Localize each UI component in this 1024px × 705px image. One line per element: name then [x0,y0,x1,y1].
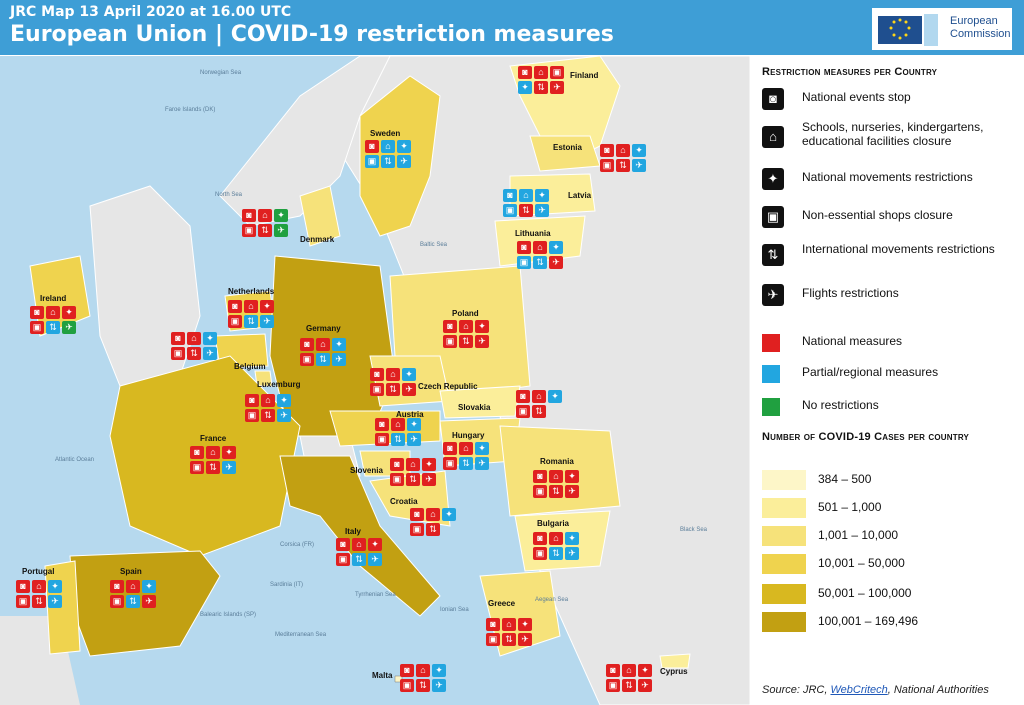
shop-closure-icon: ▣ [762,206,784,228]
school-closure-icon: ⌂ [762,126,784,148]
walking-person-icon: ✦ [518,81,532,94]
sea-label: Norwegian Sea [200,70,242,76]
cases-swatch [762,584,806,604]
cases-swatch [762,554,806,574]
country-label: Estonia [553,143,582,152]
airplane-icon: ✈ [397,155,411,168]
country-label: Lithuania [515,229,551,238]
country-label: Luxemburg [257,380,301,389]
source-note: Source: JRC, WebCritech, National Author… [762,684,989,696]
sea-label: Balearic Islands (SP) [200,612,256,618]
country-label: Malta [372,671,393,680]
school-closure-icon: ⌂ [381,140,395,153]
country-label: Ireland [40,294,66,303]
country-label: Czech Republic [418,382,478,391]
eu-flag-icon [878,14,938,46]
walking-person-icon: ✦ [762,168,784,190]
airplane-icon: ✈ [762,284,784,306]
sea-label: Baltic Sea [420,242,448,248]
international-arrows-icon: ⇅ [762,244,784,266]
country-label: Croatia [390,497,418,506]
sea-label: Atlantic Ocean [55,457,94,463]
country-label: Slovakia [458,403,491,412]
school-closure-icon: ⌂ [534,66,548,79]
sea-label: Mediterranean Sea [275,632,327,638]
webcritech-link[interactable]: WebCritech [830,684,888,696]
european-commission-logo: European Commission [872,8,1012,50]
sea-label: Faroe Islands (DK) [165,107,215,113]
country-czech [369,355,451,407]
country-label: Poland [452,309,479,318]
sea-label: Sardinia (IT) [270,582,303,588]
map-header: JRC Map 13 April 2020 at 16.00 UTC Europ… [0,0,1024,55]
country-label: Hungary [452,431,485,440]
country-denmark [299,185,341,247]
country-label: Portugal [22,567,54,576]
national-events-stop-icon: ◙ [365,140,379,153]
country-label: Bulgaria [537,519,570,528]
country-label: Netherlands [228,287,275,296]
country-slovakia [439,385,521,419]
cases-swatch [762,498,806,518]
country-label: Austria [396,410,424,419]
partial-measures-swatch [762,365,780,383]
country-label: Latvia [568,191,592,200]
sea-label: Aegean Sea [535,597,569,603]
sea-label: Ionian Sea [440,607,469,613]
cases-swatch [762,526,806,546]
legend-cases-title: Number of COVID-19 Cases per country [762,431,970,443]
country-label: Belgium [234,362,266,371]
sea-label: Tyrrhenian Sea [355,592,396,598]
cases-swatch [762,612,806,632]
country-label: Italy [345,527,362,536]
sea-label: Corsica (FR) [280,542,314,548]
country-label: Cyprus [660,667,688,676]
national-measures-swatch [762,334,780,352]
cases-swatch [762,470,806,490]
country-label: Sweden [370,129,400,138]
map-area: Norwegian Sea Faroe Islands (DK) North S… [0,56,750,705]
sea-label: North Sea [215,192,243,198]
country-estonia [529,135,601,172]
shop-closure-icon: ▣ [550,66,564,79]
country-italy [279,455,441,617]
country-label: Spain [120,567,142,576]
country-label: Germany [306,324,341,333]
map-legend: Restriction measures per Country ◙ Natio… [752,56,1024,705]
legend-measures-title: Restriction measures per Country [762,66,938,78]
country-label: Denmark [300,235,335,244]
sea-label: Black Sea [680,527,708,533]
international-arrows-icon: ⇅ [534,81,548,94]
international-arrows-icon: ⇅ [381,155,395,168]
country-label: Romania [540,457,574,466]
national-events-stop-icon: ◙ [518,66,532,79]
country-label: Greece [488,599,516,608]
country-label: Slovenia [350,466,383,475]
country-cyprus [659,653,691,669]
shop-closure-icon: ▣ [365,155,379,168]
country-label: Finland [570,71,599,80]
map-title: European Union | COVID-19 restriction me… [10,22,614,47]
walking-person-icon: ✦ [397,140,411,153]
country-luxemburg [254,370,273,387]
ec-logo-text: European Commission [950,15,1011,40]
map-date: JRC Map 13 April 2020 at 16.00 UTC [10,4,292,20]
no-restrictions-swatch [762,398,780,416]
national-events-stop-icon: ◙ [762,88,784,110]
country-label: France [200,434,227,443]
airplane-icon: ✈ [550,81,564,94]
